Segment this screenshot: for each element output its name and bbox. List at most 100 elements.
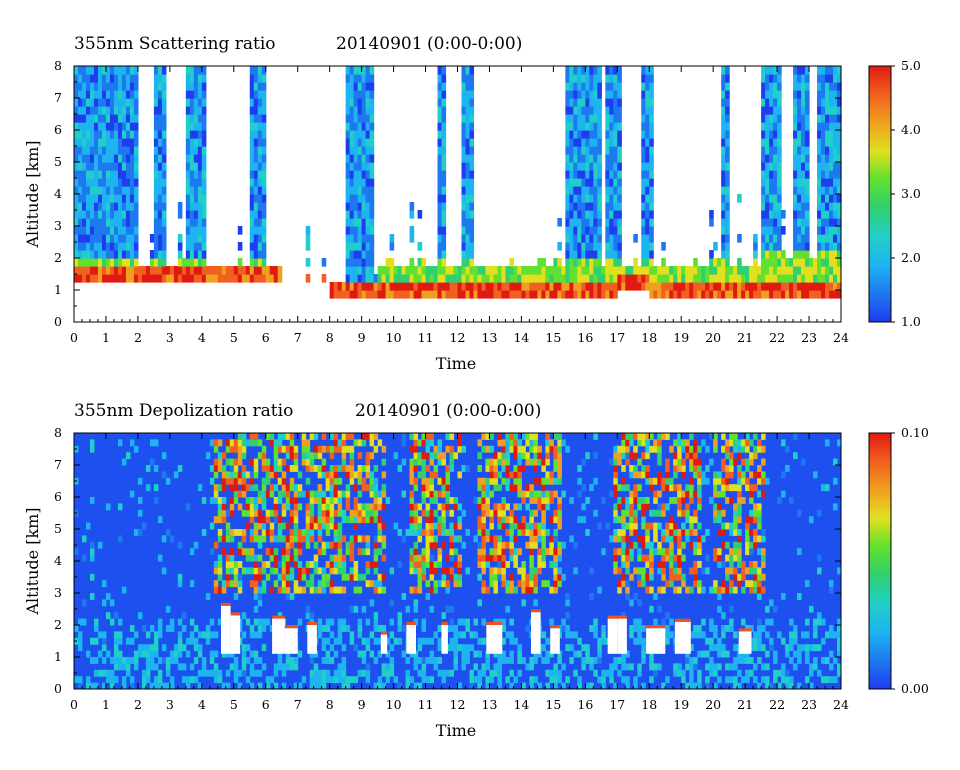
heatmap-cell	[377, 637, 383, 645]
heatmap-cell	[113, 194, 119, 203]
heatmap-cell	[661, 266, 666, 275]
heatmap-cell	[569, 202, 574, 211]
heatmap-cell	[317, 490, 323, 498]
heatmap-cell	[193, 178, 199, 187]
heatmap-cell	[557, 266, 562, 275]
heatmap-cell	[345, 98, 351, 107]
heatmap-cell	[501, 509, 506, 517]
heatmap-cell	[253, 234, 259, 243]
heatmap-cell	[381, 573, 387, 581]
heatmap-cell	[353, 210, 359, 219]
heatmap-cell	[461, 178, 467, 187]
heatmap-cell	[241, 433, 247, 440]
heatmap-cell	[805, 250, 810, 259]
heatmap-cell	[361, 90, 367, 99]
heatmap-cell	[597, 637, 602, 645]
heatmap-cell	[521, 522, 526, 530]
heatmap-cell	[313, 650, 319, 658]
heatmap-cell	[417, 567, 423, 575]
heatmap-cell	[341, 561, 347, 568]
heatmap-cell	[185, 258, 191, 267]
heatmap-cell	[261, 477, 267, 485]
heatmap-cell	[425, 548, 431, 556]
heatmap-cell	[705, 282, 710, 291]
heatmap-cell	[645, 146, 650, 155]
heatmap-cell	[189, 178, 195, 187]
heatmap-cell	[153, 194, 159, 203]
heatmap-cell	[637, 458, 642, 466]
heatmap-cell	[361, 573, 367, 581]
heatmap-cell	[597, 657, 602, 664]
heatmap-cell	[253, 210, 259, 219]
heatmap-cell	[241, 484, 247, 492]
heatmap-cell	[125, 170, 131, 179]
heatmap-cell	[821, 266, 826, 275]
heatmap-cell	[361, 234, 367, 243]
heatmap-cell	[541, 529, 546, 536]
heatmap-cell	[501, 452, 506, 460]
heatmap-cell	[557, 650, 562, 658]
heatmap-cell	[573, 178, 578, 187]
heatmap-cell	[597, 650, 602, 658]
heatmap-cell	[669, 618, 674, 626]
heatmap-cell	[665, 465, 670, 472]
heatmap-cell	[797, 154, 802, 163]
heatmap-cell	[81, 90, 87, 99]
heatmap-cell	[409, 226, 415, 235]
heatmap-cell	[589, 194, 594, 203]
heatmap-cell	[237, 477, 243, 485]
heatmap-cell	[577, 266, 582, 275]
heatmap-cell	[493, 669, 498, 677]
heatmap-cell	[749, 266, 754, 275]
heatmap-cell	[669, 445, 674, 453]
heatmap-cell	[125, 106, 131, 115]
heatmap-cell	[89, 202, 95, 211]
heatmap-cell	[97, 226, 103, 235]
heatmap-cell	[305, 522, 311, 530]
heatmap-cell	[261, 98, 267, 107]
heatmap-cell	[833, 258, 838, 267]
heatmap-cell	[421, 509, 427, 517]
heatmap-cell	[249, 106, 255, 115]
heatmap-cell	[345, 202, 351, 211]
heatmap-cell	[413, 439, 419, 447]
heatmap-cell	[717, 266, 722, 275]
heatmap-cell	[413, 458, 419, 466]
heatmap-cell	[601, 669, 606, 677]
heatmap-cell	[765, 162, 770, 171]
heatmap-cell	[817, 138, 822, 147]
heatmap-cell	[517, 650, 522, 658]
heatmap-cell	[153, 250, 159, 259]
heatmap-cell	[449, 605, 454, 613]
heatmap-cell	[625, 439, 630, 447]
heatmap-cell	[577, 637, 582, 645]
heatmap-cell	[777, 194, 782, 203]
heatmap-cell	[305, 242, 311, 251]
heatmap-cell	[349, 465, 355, 472]
heatmap-cell	[329, 586, 335, 594]
heatmap-cell	[445, 586, 451, 594]
heatmap-cell	[589, 122, 594, 131]
heatmap-cell	[429, 484, 435, 492]
heatmap-cell	[413, 282, 419, 291]
heatmap-cell	[93, 66, 99, 75]
heatmap-cell	[377, 529, 383, 536]
heatmap-cell	[725, 178, 730, 187]
heatmap-cell	[581, 663, 586, 671]
heatmap-cell	[77, 82, 83, 91]
heatmap-cell	[781, 282, 786, 291]
heatmap-cell	[337, 625, 343, 632]
heatmap-cell	[401, 266, 407, 275]
heatmap-cell	[469, 282, 475, 291]
heatmap-cell	[481, 484, 486, 492]
heatmap-cell	[557, 573, 562, 581]
heatmap-cell	[193, 98, 199, 107]
heatmap-cell	[545, 669, 550, 677]
heatmap-cell	[577, 122, 582, 131]
heatmap-cell	[277, 274, 283, 283]
heatmap-cell	[333, 509, 339, 517]
heatmap-cell	[437, 477, 443, 485]
heatmap-cell	[349, 250, 355, 259]
heatmap-cell	[261, 130, 267, 139]
heatmap-cell	[257, 452, 263, 460]
